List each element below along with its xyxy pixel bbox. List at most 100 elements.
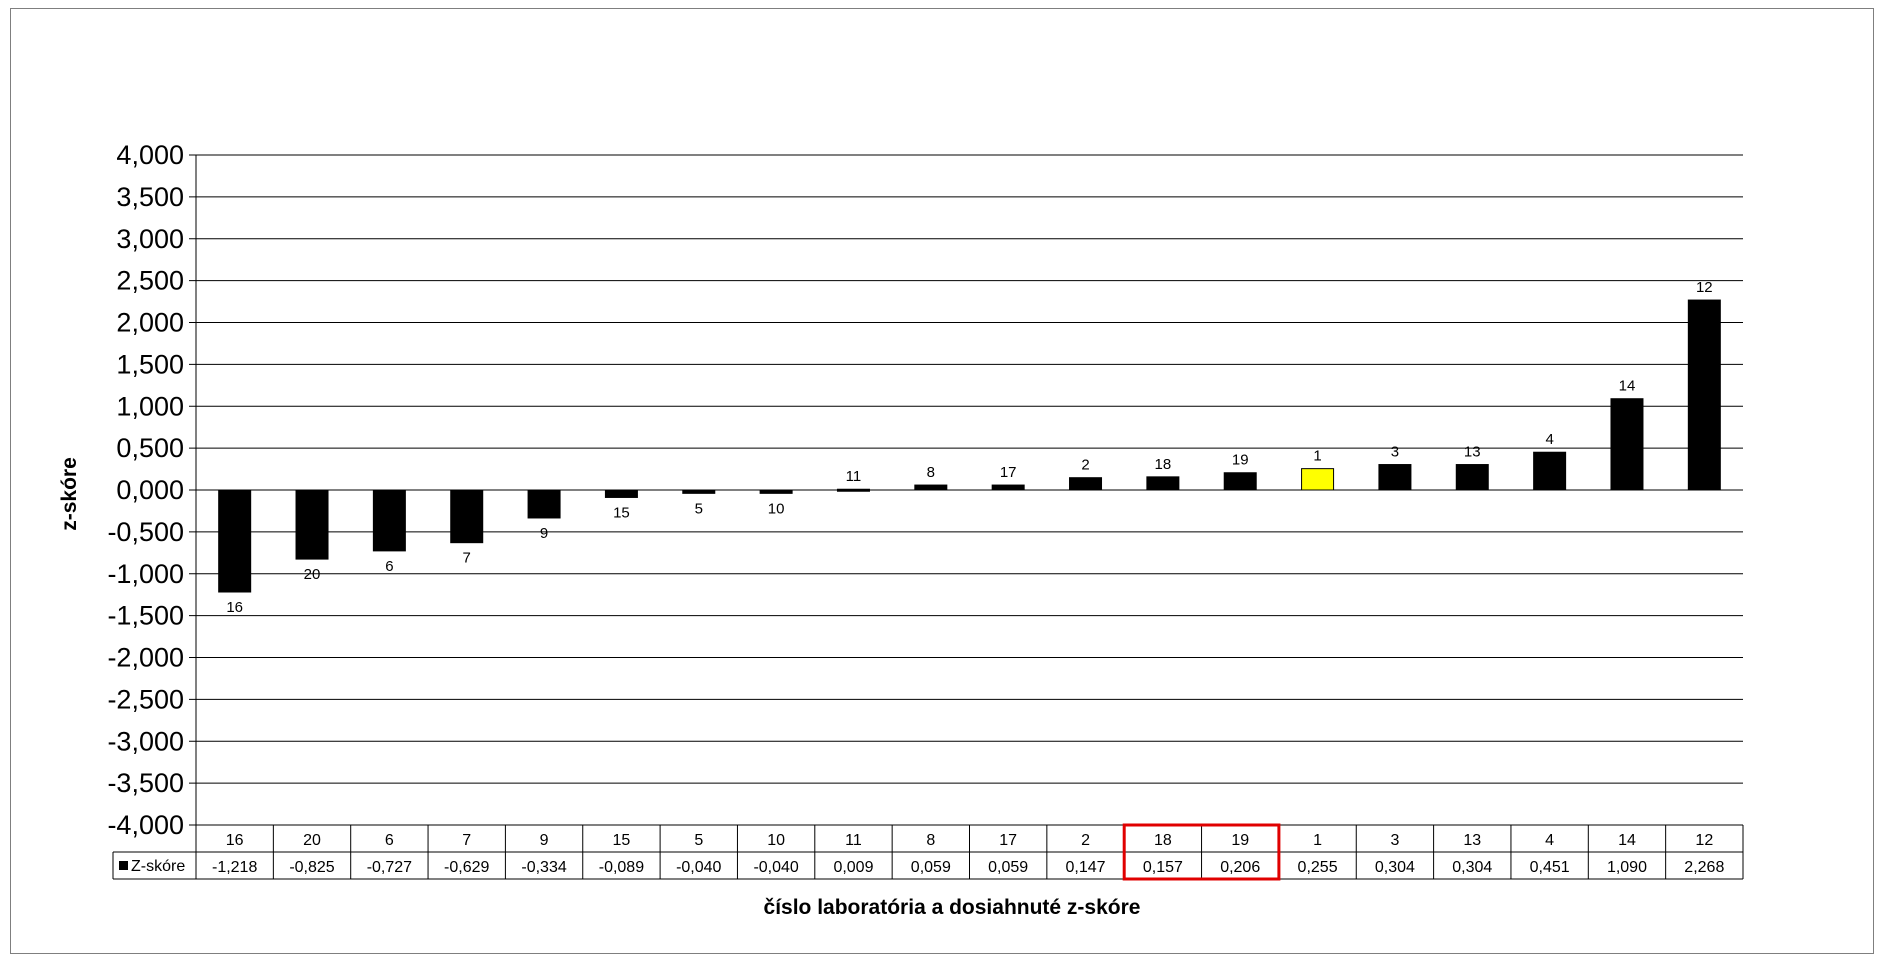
table-value: 0,157	[1143, 859, 1183, 876]
table-category: 5	[694, 832, 703, 849]
table-category: 4	[1545, 832, 1554, 849]
table-value: 0,451	[1530, 859, 1570, 876]
bar-label: 18	[1155, 456, 1172, 473]
bar-label: 9	[540, 525, 548, 542]
bar-label: 17	[1000, 464, 1017, 481]
bar-label: 10	[768, 500, 785, 517]
chart-frame: 4,000 3,500 3,000 2,500 2,000 1,500 1,000 0,500…	[10, 8, 1874, 954]
bar-9	[527, 489, 561, 519]
y-tick-label: 0,500	[116, 433, 184, 463]
bar-5	[682, 489, 716, 494]
table-category: 18	[1154, 832, 1172, 849]
y-tick-label: 1,500	[116, 349, 184, 379]
table-category: 7	[462, 832, 471, 849]
table-category: 1	[1313, 832, 1322, 849]
bar-13	[1455, 464, 1489, 491]
bar-label: 12	[1696, 279, 1713, 296]
table-category: 11	[845, 832, 862, 849]
y-tick-label: -2,500	[107, 684, 184, 714]
bar-4	[1533, 451, 1567, 491]
bar-label: 15	[613, 504, 630, 521]
chart-area: 4,000 3,500 3,000 2,500 2,000 1,500 1,000 0,500…	[58, 140, 1744, 919]
bar-label: 20	[304, 566, 321, 583]
bar-14	[1610, 398, 1644, 491]
bar-label: 6	[385, 558, 393, 575]
y-tick-label: -3,500	[107, 768, 184, 798]
bar-2	[1069, 477, 1103, 491]
y-axis-title: z-skóre	[58, 457, 81, 531]
bar-12	[1687, 299, 1721, 491]
bar-17	[991, 484, 1025, 491]
table-value: 0,009	[833, 859, 873, 876]
bar-label: 2	[1081, 457, 1089, 474]
bar-20	[295, 489, 329, 560]
y-tick-label: 1,000	[116, 391, 184, 421]
y-tick-label: 3,000	[116, 224, 184, 254]
highlight-outline	[1122, 823, 1281, 881]
bar-label: 16	[226, 599, 243, 616]
table-category: 13	[1463, 832, 1481, 849]
table-value: -0,825	[289, 859, 334, 876]
y-tick-label: 3,500	[116, 182, 184, 212]
table-category: 20	[303, 832, 321, 849]
bar-18	[1146, 476, 1180, 491]
bar-6	[372, 489, 406, 552]
table-value: -0,629	[444, 859, 489, 876]
bar-label: 8	[927, 464, 935, 481]
y-tick-label: 2,000	[116, 308, 184, 338]
bar-7	[450, 489, 484, 544]
table-value: -0,089	[599, 859, 644, 876]
bar-label: 3	[1391, 444, 1399, 461]
table-category: 3	[1390, 832, 1399, 849]
bar-label: 14	[1619, 378, 1636, 395]
y-tick-label: -4,000	[107, 810, 184, 840]
table-category: 2	[1081, 832, 1090, 849]
bar-label: 19	[1232, 452, 1249, 469]
table-category: 16	[226, 832, 244, 849]
table-value: 0,255	[1298, 859, 1338, 876]
y-tick-label: -2,000	[107, 643, 184, 673]
y-tick-label: 4,000	[116, 140, 184, 170]
bar-label: 11	[846, 468, 862, 485]
table-category: 19	[1231, 832, 1249, 849]
legend-series-name: Z-skóre	[131, 858, 185, 875]
table-category: 14	[1618, 832, 1636, 849]
bar-3	[1378, 464, 1412, 491]
bar-8	[914, 484, 948, 491]
bar-label: 13	[1464, 444, 1481, 461]
y-tick-label: -1,000	[107, 559, 184, 589]
table-value: 2,268	[1684, 859, 1724, 876]
bar-label: 4	[1545, 431, 1553, 448]
table-category: 6	[385, 832, 394, 849]
table-value: -0,334	[521, 859, 566, 876]
bar-label: 1	[1313, 448, 1321, 465]
table-value: -0,040	[676, 859, 721, 876]
table-value: -1,218	[212, 859, 257, 876]
y-tick-label: 0,000	[116, 475, 184, 505]
bar-label: 7	[463, 550, 471, 567]
table-category: 8	[926, 832, 935, 849]
table-value: -0,040	[753, 859, 798, 876]
table-category: 10	[767, 832, 785, 849]
table-value: 0,304	[1452, 859, 1492, 876]
table-value: 0,206	[1220, 859, 1260, 876]
table-category: 12	[1695, 832, 1713, 849]
table-value: 0,304	[1375, 859, 1415, 876]
table-category: 15	[613, 832, 631, 849]
table-value: 0,147	[1066, 859, 1106, 876]
bar-16	[218, 489, 252, 593]
bar-label: 5	[695, 500, 703, 517]
y-tick-label: -3,000	[107, 726, 184, 756]
table-value: 0,059	[911, 859, 951, 876]
bar-1	[1301, 468, 1335, 491]
y-tick-label: 2,500	[116, 266, 184, 296]
bar-10	[759, 489, 793, 494]
bar-15	[604, 489, 638, 498]
legend-key	[119, 861, 128, 870]
table-value: -0,727	[367, 859, 412, 876]
bar-19	[1223, 472, 1257, 491]
table-category: 17	[999, 832, 1017, 849]
table-category: 9	[540, 832, 549, 849]
y-tick-label: -1,500	[107, 601, 184, 631]
bar-11	[836, 488, 870, 492]
